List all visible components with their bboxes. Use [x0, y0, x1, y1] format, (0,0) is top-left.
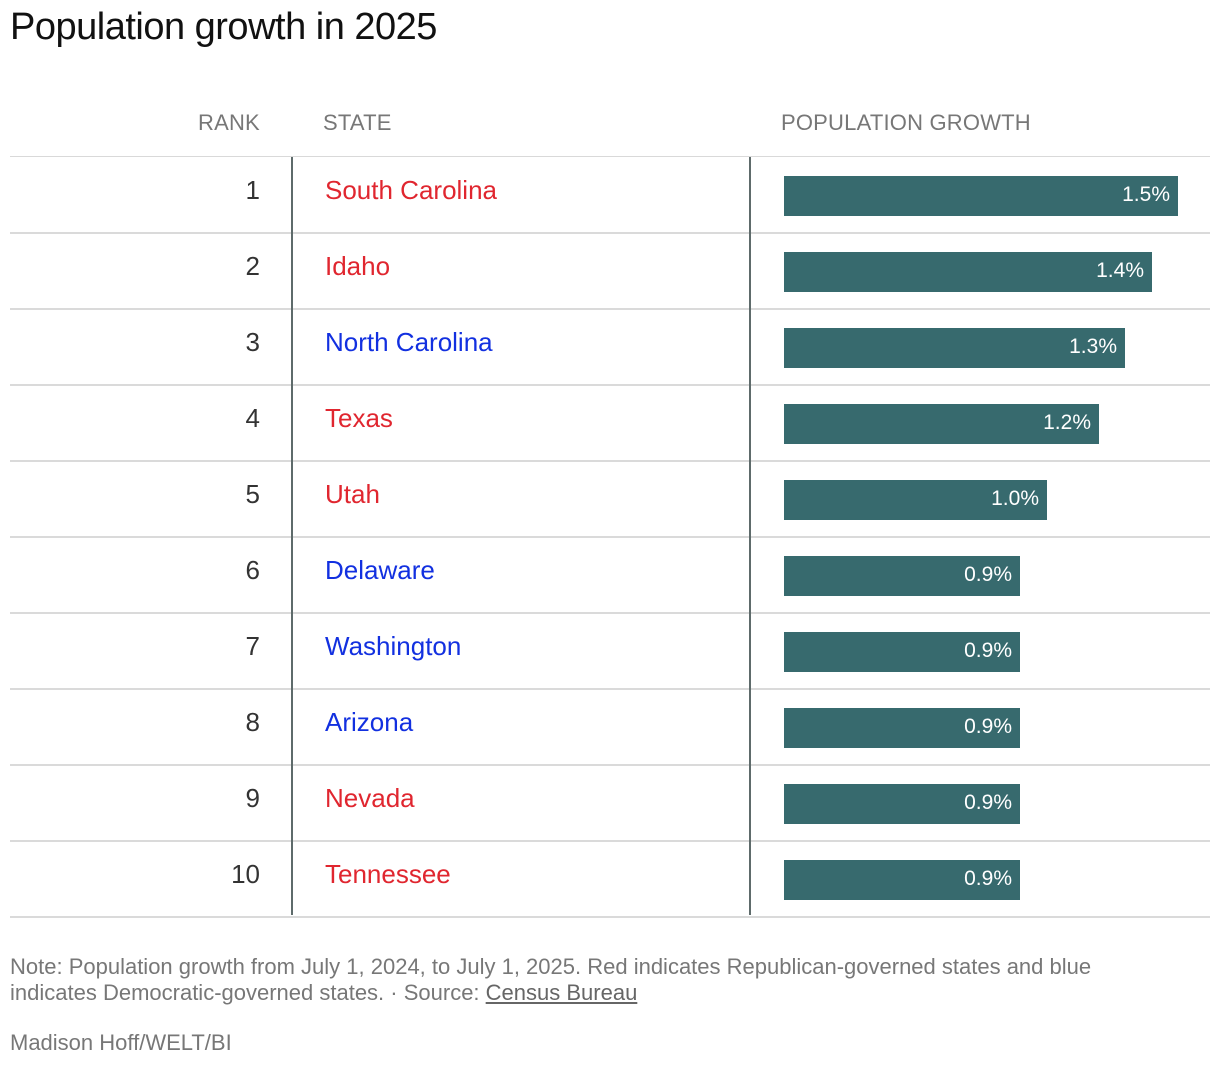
rank-label: 7	[245, 631, 260, 661]
growth-value-label: 1.5%	[1122, 183, 1170, 206]
header-divider	[10, 156, 1210, 157]
chart-title: Population growth in 2025	[10, 6, 437, 48]
rank-label: 1	[245, 175, 260, 205]
table-row: 4 Texas 1.2%	[0, 385, 1220, 462]
rank-label: 3	[245, 327, 260, 357]
state-label: South Carolina	[325, 175, 497, 205]
table-row: 2 Idaho 1.4%	[0, 233, 1220, 310]
state-label: North Carolina	[325, 327, 493, 357]
row-divider	[10, 612, 1210, 614]
growth-value-label: 1.4%	[1096, 259, 1144, 282]
growth-bar: 0.9%	[784, 784, 1020, 824]
rank-label: 8	[245, 707, 260, 737]
column-divider-rank	[291, 157, 293, 915]
growth-value-label: 1.3%	[1069, 335, 1117, 358]
rank-label: 4	[245, 403, 260, 433]
rank-label: 6	[245, 555, 260, 585]
row-divider	[10, 232, 1210, 234]
growth-bar: 0.9%	[784, 708, 1020, 748]
growth-bar: 0.9%	[784, 556, 1020, 596]
row-divider	[10, 460, 1210, 462]
state-label: Washington	[325, 631, 462, 661]
table-row: 9 Nevada 0.9%	[0, 765, 1220, 842]
note-text-line1: Note: Population growth from July 1, 202…	[10, 954, 1092, 979]
table-row: 3 North Carolina 1.3%	[0, 309, 1220, 386]
table-row: 7 Washington 0.9%	[0, 613, 1220, 690]
state-label: Nevada	[325, 783, 415, 813]
row-divider	[10, 764, 1210, 766]
growth-bar: 1.0%	[784, 480, 1047, 520]
rank-label: 5	[245, 479, 260, 509]
state-label: Idaho	[325, 251, 391, 281]
column-divider-state	[749, 157, 751, 915]
row-divider	[10, 840, 1210, 842]
state-label: Tennessee	[325, 859, 451, 889]
growth-value-label: 1.0%	[991, 487, 1039, 510]
rank-label: 10	[231, 859, 260, 889]
row-divider	[10, 916, 1210, 918]
growth-value-label: 0.9%	[964, 563, 1012, 586]
rank-label: 2	[245, 251, 260, 281]
chart-credit: Madison Hoff/WELT/BI	[10, 1030, 232, 1055]
growth-bar: 0.9%	[784, 860, 1020, 900]
note-text-line2: indicates Democratic-governed states.	[10, 980, 385, 1005]
table-row: 10 Tennessee 0.9%	[0, 841, 1220, 918]
state-label: Texas	[325, 403, 393, 433]
table-row: 5 Utah 1.0%	[0, 461, 1220, 538]
growth-bar: 1.2%	[784, 404, 1099, 444]
rank-label: 9	[245, 783, 260, 813]
chart-note: Note: Population growth from July 1, 202…	[10, 954, 1210, 1006]
source-link[interactable]: Census Bureau	[485, 980, 638, 1005]
table-row: 6 Delaware 0.9%	[0, 537, 1220, 614]
column-header-growth: POPULATION GROWTH	[781, 110, 1031, 135]
growth-bar: 0.9%	[784, 632, 1020, 672]
column-header-rank: RANK	[198, 110, 260, 135]
table-row: 8 Arizona 0.9%	[0, 689, 1220, 766]
state-label: Delaware	[325, 555, 435, 585]
source-prefix: · Source:	[384, 980, 486, 1005]
growth-bar: 1.3%	[784, 328, 1125, 368]
row-divider	[10, 308, 1210, 310]
row-divider	[10, 688, 1210, 690]
growth-value-label: 0.9%	[964, 867, 1012, 890]
row-divider	[10, 384, 1210, 386]
state-label: Utah	[325, 479, 380, 509]
growth-bar: 1.5%	[784, 176, 1178, 216]
growth-value-label: 0.9%	[964, 791, 1012, 814]
table-row: 1 South Carolina 1.5%	[0, 157, 1220, 234]
growth-value-label: 1.2%	[1043, 411, 1091, 434]
growth-value-label: 0.9%	[964, 715, 1012, 738]
growth-value-label: 0.9%	[964, 639, 1012, 662]
state-label: Arizona	[325, 707, 414, 737]
row-divider	[10, 536, 1210, 538]
growth-bar: 1.4%	[784, 252, 1152, 292]
column-header-state: STATE	[323, 110, 392, 135]
